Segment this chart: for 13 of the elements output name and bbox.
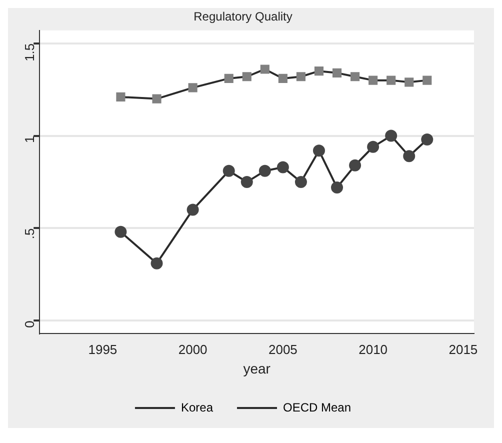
x-tick-label: 1995 — [88, 342, 118, 357]
legend-label: Korea — [180, 400, 214, 414]
x-tick-label: 2010 — [358, 342, 388, 357]
chart-title: Regulatory Quality — [194, 10, 292, 24]
x-tick-label: 2000 — [178, 342, 208, 357]
x-tick-label: 2015 — [448, 342, 478, 357]
y-tick-label: 1 — [22, 136, 38, 144]
y-tick-label: 0 — [22, 320, 38, 328]
x-axis-title: year — [243, 360, 271, 376]
y-tick-label: .5 — [22, 228, 38, 240]
x-tick-label: 2005 — [268, 342, 298, 357]
y-tick-label: 1.5 — [22, 43, 38, 62]
legend-label: OECD Mean — [283, 400, 352, 414]
